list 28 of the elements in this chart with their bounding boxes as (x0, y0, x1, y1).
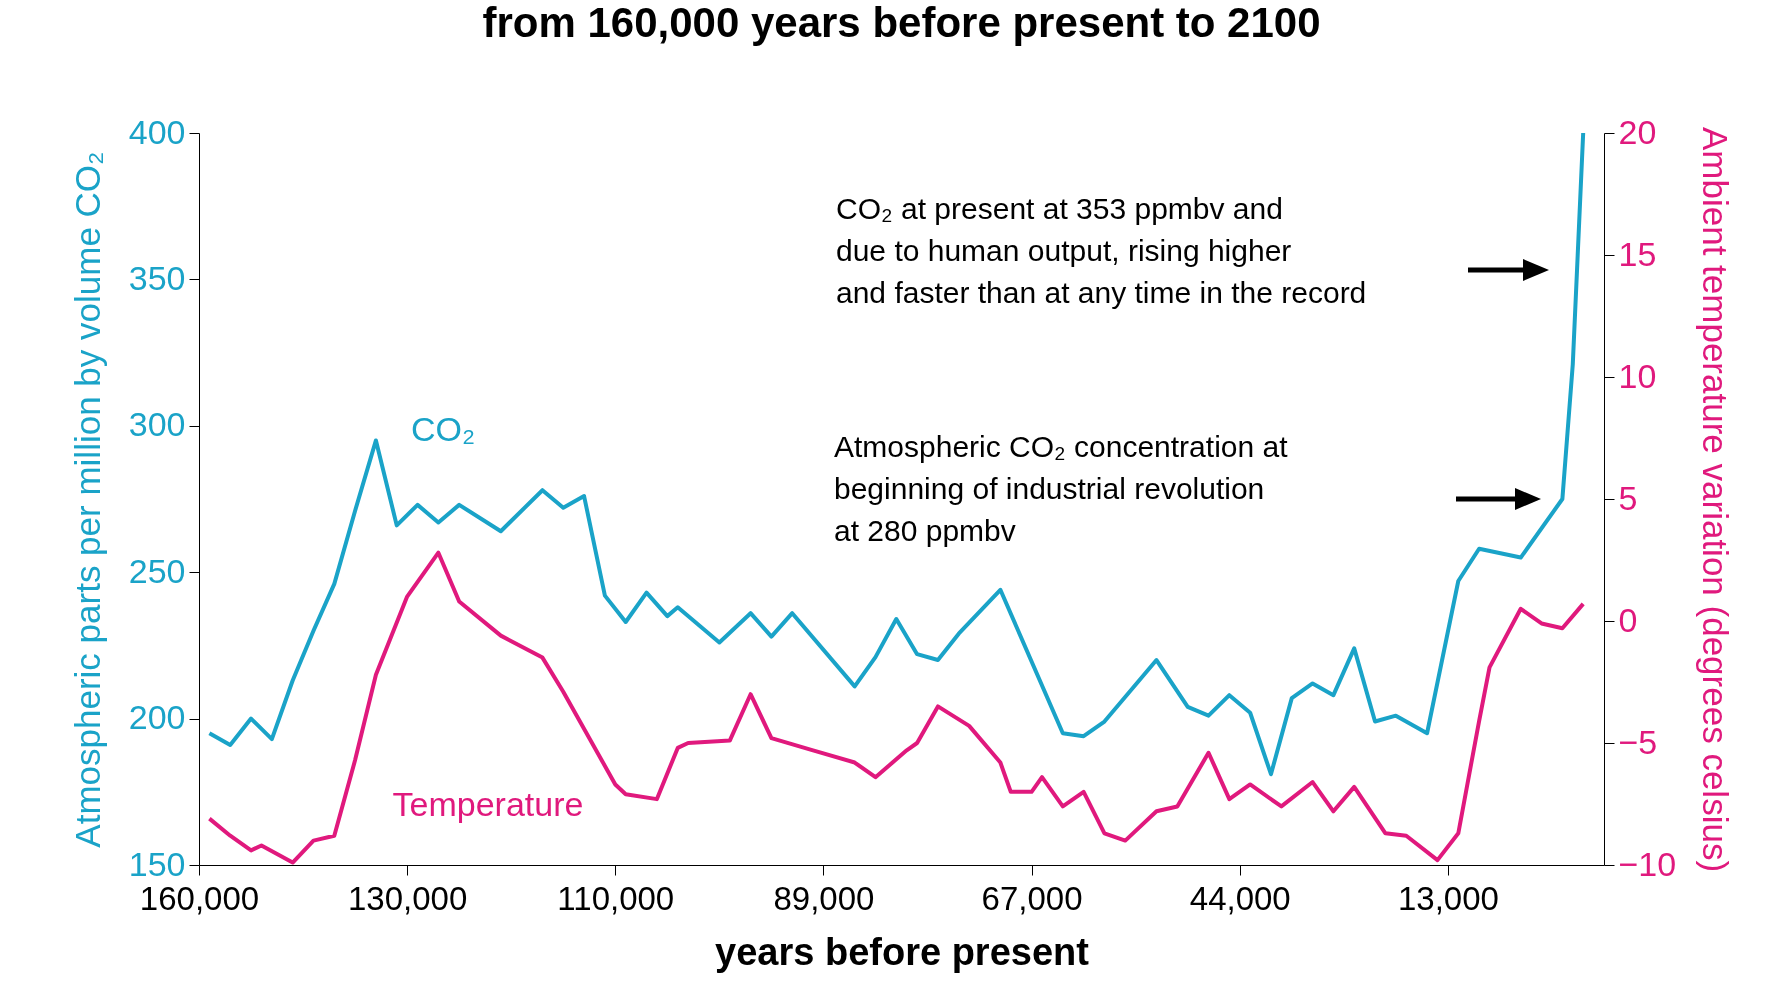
annotation: CO₂ at present at 353 ppmbv and due to human output, rising higher and faster than at any time in the record (836, 192, 1367, 309)
line-series (207, 550, 1586, 865)
y2-tick-label: −10 (1618, 844, 1677, 883)
line-series (207, 131, 1586, 777)
y2-tick-label: 0 (1618, 600, 1638, 639)
x-tick-label: 67,000 (981, 879, 1083, 917)
y2-tick-label: −5 (1618, 722, 1658, 761)
y-axis-title: Atmospheric parts per million by volume CO₂ (67, 151, 107, 848)
chart-title: from 160,000 years before present to 2100 (482, 0, 1321, 46)
y2-tick-label: 15 (1618, 234, 1657, 273)
x-axis-title: years before present (715, 930, 1090, 973)
series-label: Temperature (392, 785, 584, 823)
y2-tick-label: 5 (1618, 478, 1638, 517)
y-tick-label: 250 (128, 551, 186, 590)
y2-tick-label: 10 (1618, 356, 1657, 395)
x-tick-label: 110,000 (557, 879, 675, 917)
y-tick-label: 300 (128, 405, 186, 444)
series-label: CO₂ (410, 410, 476, 448)
y-tick-label: 400 (128, 112, 186, 151)
annotation: Atmospheric CO₂ concentration at beginning of industrial revolution at 280 ppmbv (834, 430, 1289, 547)
y-tick-label: 350 (128, 258, 186, 297)
y2-axis-title: Ambient temperature variation (degrees celsius) (1696, 126, 1736, 873)
x-tick-label: 13,000 (1397, 879, 1499, 917)
y2-tick-label: 20 (1618, 112, 1657, 151)
x-tick-label: 44,000 (1189, 879, 1291, 917)
x-tick-label: 130,000 (348, 879, 468, 917)
y-tick-label: 200 (128, 698, 186, 737)
x-tick-label: 89,000 (773, 879, 875, 917)
